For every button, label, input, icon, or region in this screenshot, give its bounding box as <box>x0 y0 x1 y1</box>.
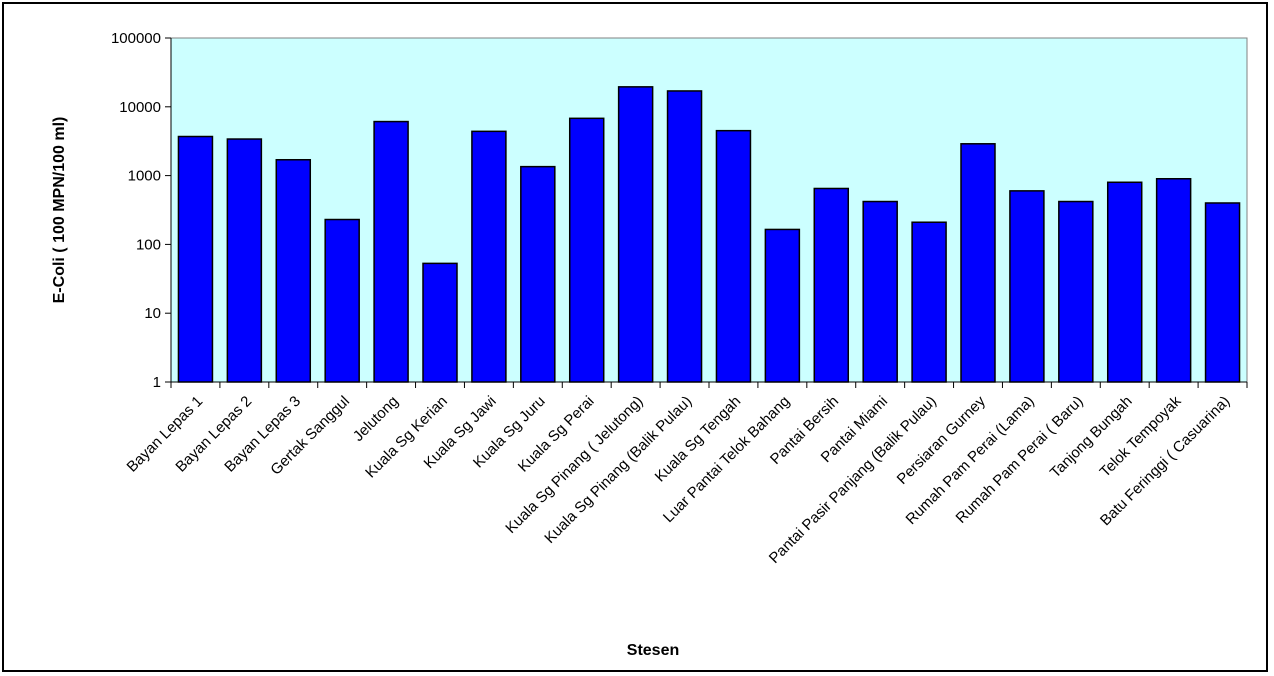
bar <box>862 200 898 383</box>
bar <box>422 262 458 383</box>
y-tick-label: 1000 <box>128 168 161 185</box>
bar <box>373 120 409 383</box>
bar <box>911 221 947 383</box>
y-ticks-group: 1 10 100 1000 10000 100000 <box>111 30 171 391</box>
bar <box>226 138 263 383</box>
y-tick-label: 10 <box>144 305 161 322</box>
y-tick-label: 100 <box>136 236 161 253</box>
bar <box>1009 190 1045 383</box>
bar <box>617 86 654 383</box>
bar <box>1058 200 1094 383</box>
bar <box>520 165 556 383</box>
bar <box>1106 181 1143 383</box>
x-tick-label: Kuala Sg Tengah <box>652 393 745 486</box>
bar <box>764 228 801 383</box>
y-tick-label: 1 <box>153 374 161 391</box>
bar <box>275 158 312 383</box>
y-tick-label: 100000 <box>111 30 161 47</box>
bar <box>813 187 850 383</box>
y-tick-label: 10000 <box>119 99 161 116</box>
bar <box>715 129 752 383</box>
bar <box>960 143 996 383</box>
bar <box>1155 177 1192 383</box>
x-axis-title: Stesen <box>627 642 679 659</box>
bar <box>1204 202 1241 383</box>
bar <box>324 218 360 383</box>
bar <box>177 135 214 383</box>
bar <box>471 130 507 383</box>
bar <box>666 90 703 383</box>
bar <box>568 117 605 383</box>
x-tick-label: Persiaran Gurney <box>894 392 989 487</box>
y-axis-title: E-Coli ( 100 MPN/100 ml) <box>51 117 68 304</box>
